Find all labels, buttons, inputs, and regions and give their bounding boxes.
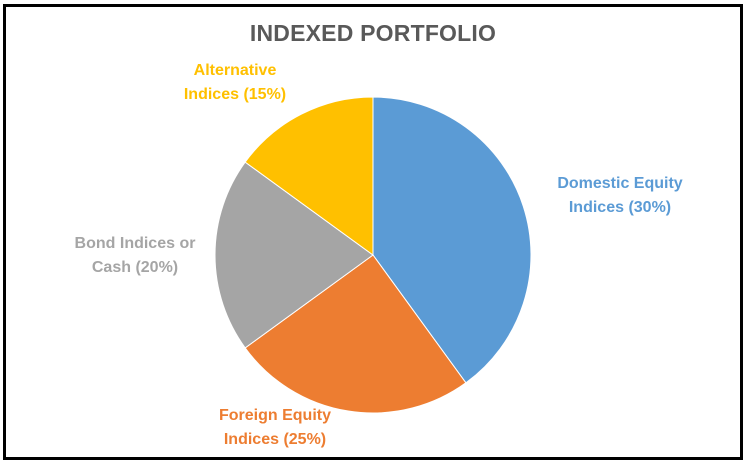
label-line: Domestic Equity	[557, 175, 683, 192]
label-line: Cash (20%)	[91, 259, 179, 276]
label-bond-indices: Bond Indices or Cash (20%)	[60, 232, 210, 280]
slice-bond-indices	[214, 161, 374, 349]
label-line: Indices (25%)	[223, 431, 327, 448]
label-foreign-equity: Foreign Equity Indices (25%)	[190, 404, 360, 452]
slice-alternative-indices	[244, 96, 374, 256]
label-alternative-indices: Alternative Indices (15%)	[170, 59, 300, 107]
label-domestic-equity: Domestic Equity Indices (30%)	[530, 172, 710, 220]
chart-title: INDEXED PORTFOLIO	[249, 20, 497, 46]
label-line: Bond Indices or	[74, 235, 196, 252]
pie-slices	[214, 96, 532, 414]
label-line: Alternative	[193, 62, 277, 79]
slice-foreign-equity	[244, 254, 467, 414]
label-line: Foreign Equity	[219, 407, 331, 424]
slice-domestic-equity	[372, 96, 532, 384]
label-line: Indices (15%)	[183, 86, 287, 103]
label-line: Indices (30%)	[568, 199, 672, 216]
